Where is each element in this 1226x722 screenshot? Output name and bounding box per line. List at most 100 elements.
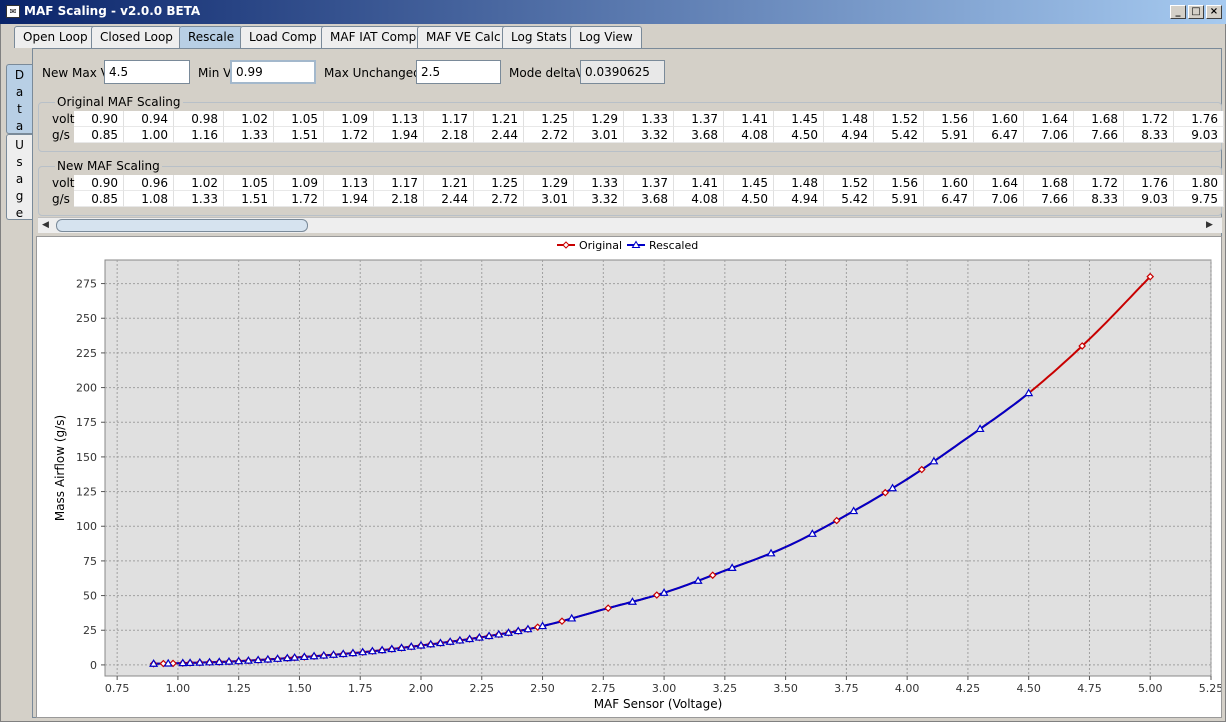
new-cell-volt[interactable]: 1.17 [374, 175, 424, 191]
new-cell-volt[interactable]: 1.02 [174, 175, 224, 191]
new-cell-volt[interactable]: 0.90 [74, 175, 124, 191]
new-cell-gs[interactable]: 1.72 [274, 191, 324, 207]
maximize-button[interactable]: □ [1188, 5, 1204, 19]
original-cell-volt[interactable]: 1.76 [1174, 111, 1224, 127]
new-cell-gs[interactable]: 9.03 [1124, 191, 1174, 207]
tab-log-view[interactable]: Log View [570, 26, 642, 48]
new-cell-gs[interactable]: 7.06 [974, 191, 1024, 207]
original-cell-gs[interactable]: 6.47 [974, 127, 1024, 143]
new-cell-volt[interactable]: 1.13 [324, 175, 374, 191]
new-cell-gs[interactable]: 3.01 [524, 191, 574, 207]
original-cell-volt[interactable]: 0.90 [74, 111, 124, 127]
new-cell-volt[interactable]: 0.96 [124, 175, 174, 191]
original-cell-volt[interactable]: 1.25 [524, 111, 574, 127]
scroll-thumb[interactable] [56, 219, 308, 232]
original-cell-gs[interactable]: 5.42 [874, 127, 924, 143]
original-maf-table[interactable]: volt 0.90 0.94 0.98 1.02 1.05 1.09 1.13 1.17 1.21… [48, 111, 1224, 143]
new-cell-gs[interactable]: 4.94 [774, 191, 824, 207]
new-cell-volt[interactable]: 1.72 [1074, 175, 1124, 191]
tab-closed-loop[interactable]: Closed Loop [91, 26, 182, 48]
new-cell-gs[interactable]: 4.50 [724, 191, 774, 207]
original-cell-gs[interactable]: 8.33 [1124, 127, 1174, 143]
scroll-left-arrow[interactable]: ◀ [42, 220, 49, 230]
new-cell-volt[interactable]: 1.25 [474, 175, 524, 191]
new-cell-gs[interactable]: 1.08 [124, 191, 174, 207]
original-cell-gs[interactable]: 9.03 [1174, 127, 1224, 143]
original-cell-gs[interactable]: 2.44 [474, 127, 524, 143]
original-cell-volt[interactable]: 1.56 [924, 111, 974, 127]
tab-rescale[interactable]: Rescale [179, 26, 244, 48]
new-cell-volt[interactable]: 1.68 [1024, 175, 1074, 191]
new-cell-gs[interactable]: 5.91 [874, 191, 924, 207]
tab-maf-iat-comp[interactable]: MAF IAT Comp [321, 26, 426, 48]
new-cell-gs[interactable]: 1.51 [224, 191, 274, 207]
original-cell-gs[interactable]: 1.51 [274, 127, 324, 143]
min-v-input[interactable] [230, 60, 316, 84]
new-cell-gs[interactable]: 8.33 [1074, 191, 1124, 207]
new-cell-gs[interactable]: 7.66 [1024, 191, 1074, 207]
original-cell-volt[interactable]: 1.72 [1124, 111, 1174, 127]
new-cell-volt[interactable]: 1.76 [1124, 175, 1174, 191]
new-cell-gs[interactable]: 6.47 [924, 191, 974, 207]
new-cell-volt[interactable]: 1.60 [924, 175, 974, 191]
new-cell-volt[interactable]: 1.05 [224, 175, 274, 191]
new-cell-gs[interactable]: 1.33 [174, 191, 224, 207]
original-cell-volt[interactable]: 1.13 [374, 111, 424, 127]
original-cell-gs[interactable]: 1.00 [124, 127, 174, 143]
original-cell-gs[interactable]: 3.01 [574, 127, 624, 143]
original-cell-gs[interactable]: 4.94 [824, 127, 874, 143]
new-cell-volt[interactable]: 1.37 [624, 175, 674, 191]
original-cell-volt[interactable]: 1.29 [574, 111, 624, 127]
original-cell-volt[interactable]: 1.41 [724, 111, 774, 127]
new-cell-gs[interactable]: 2.18 [374, 191, 424, 207]
max-unchanged-input[interactable] [416, 60, 501, 84]
original-cell-gs[interactable]: 7.06 [1024, 127, 1074, 143]
original-cell-volt[interactable]: 1.37 [674, 111, 724, 127]
original-cell-gs[interactable]: 5.91 [924, 127, 974, 143]
original-cell-volt[interactable]: 1.48 [824, 111, 874, 127]
original-cell-gs[interactable]: 4.50 [774, 127, 824, 143]
original-cell-volt[interactable]: 1.05 [274, 111, 324, 127]
tab-log-stats[interactable]: Log Stats [502, 26, 576, 48]
new-cell-volt[interactable]: 1.41 [674, 175, 724, 191]
new-cell-gs[interactable]: 9.75 [1174, 191, 1224, 207]
tables-scrollbar[interactable]: ◀ ▶ [38, 217, 1222, 233]
close-button[interactable]: × [1206, 5, 1222, 19]
original-cell-gs[interactable]: 2.18 [424, 127, 474, 143]
new-cell-gs[interactable]: 3.32 [574, 191, 624, 207]
new-cell-volt[interactable]: 1.21 [424, 175, 474, 191]
original-cell-volt[interactable]: 1.68 [1074, 111, 1124, 127]
original-cell-volt[interactable]: 1.60 [974, 111, 1024, 127]
original-cell-gs[interactable]: 4.08 [724, 127, 774, 143]
new-cell-gs[interactable]: 1.94 [324, 191, 374, 207]
original-cell-volt[interactable]: 1.17 [424, 111, 474, 127]
original-cell-volt[interactable]: 1.64 [1024, 111, 1074, 127]
original-cell-volt[interactable]: 0.94 [124, 111, 174, 127]
new-cell-volt[interactable]: 1.29 [524, 175, 574, 191]
original-cell-gs[interactable]: 3.32 [624, 127, 674, 143]
original-cell-volt[interactable]: 1.21 [474, 111, 524, 127]
original-cell-gs[interactable]: 1.16 [174, 127, 224, 143]
original-cell-gs[interactable]: 2.72 [524, 127, 574, 143]
original-cell-gs[interactable]: 1.94 [374, 127, 424, 143]
new-maf-table[interactable]: volt 0.90 0.96 1.02 1.05 1.09 1.13 1.17 1.21 1.25… [48, 175, 1224, 207]
original-cell-gs[interactable]: 1.33 [224, 127, 274, 143]
new-cell-volt[interactable]: 1.33 [574, 175, 624, 191]
new-cell-gs[interactable]: 2.44 [424, 191, 474, 207]
new-cell-volt[interactable]: 1.52 [824, 175, 874, 191]
original-cell-volt[interactable]: 0.98 [174, 111, 224, 127]
new-cell-volt[interactable]: 1.64 [974, 175, 1024, 191]
tab-load-comp[interactable]: Load Comp [240, 26, 326, 48]
tab-maf-ve-calc[interactable]: MAF VE Calc [417, 26, 510, 48]
original-cell-volt[interactable]: 1.02 [224, 111, 274, 127]
new-cell-gs[interactable]: 4.08 [674, 191, 724, 207]
new-cell-volt[interactable]: 1.56 [874, 175, 924, 191]
new-max-v-input[interactable] [104, 60, 190, 84]
new-cell-gs[interactable]: 2.72 [474, 191, 524, 207]
original-cell-gs[interactable]: 3.68 [674, 127, 724, 143]
original-cell-volt[interactable]: 1.09 [324, 111, 374, 127]
scroll-right-arrow[interactable]: ▶ [1206, 220, 1213, 230]
tab-open-loop[interactable]: Open Loop [14, 26, 97, 48]
new-cell-volt[interactable]: 1.45 [724, 175, 774, 191]
